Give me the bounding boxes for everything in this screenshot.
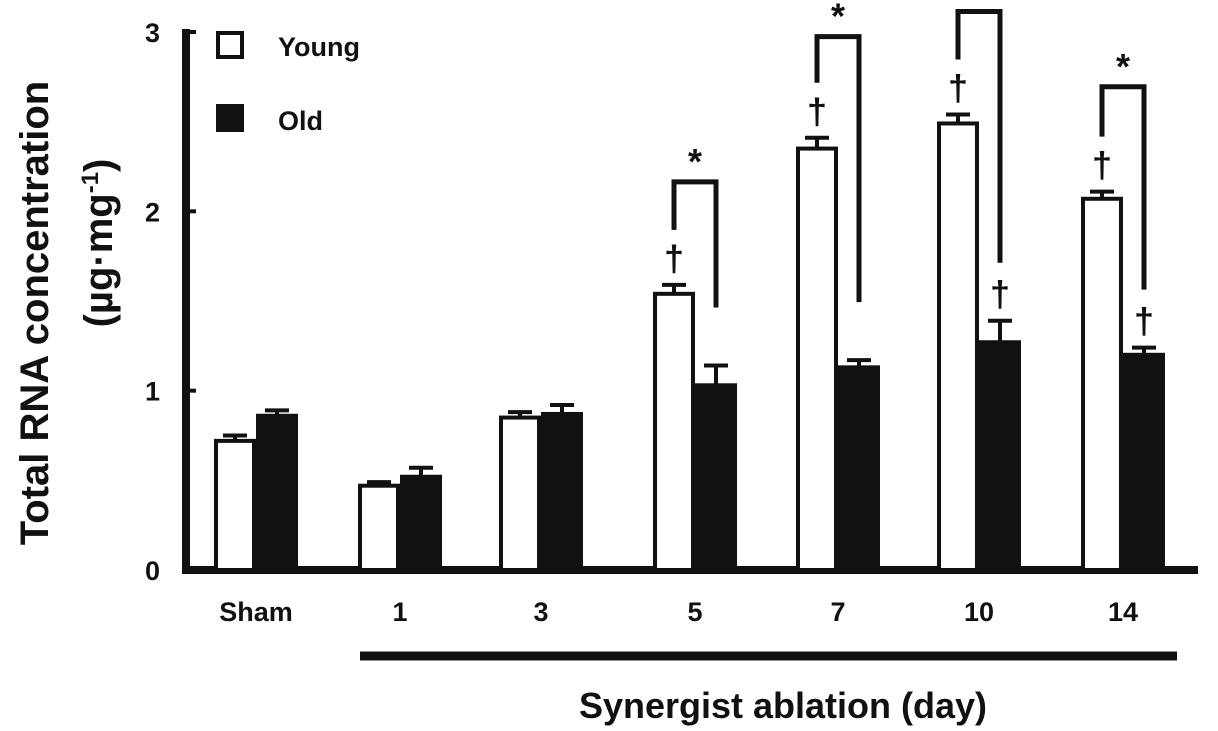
dagger-mark: † <box>990 274 1010 315</box>
legend-label-young: Young <box>278 32 360 62</box>
bar-old-5 <box>695 383 737 572</box>
bar-young-5 <box>653 291 695 572</box>
legend: Young Old <box>216 31 360 136</box>
y-axis-label: Total RNA concentration (µg·mg-1) <box>13 81 121 545</box>
significance-star: * <box>688 141 702 182</box>
dagger-mark: † <box>948 67 968 108</box>
x-tick-label: 7 <box>830 597 845 627</box>
bar-old-10 <box>979 340 1021 572</box>
x-tick-label: 5 <box>687 597 702 627</box>
dagger-mark: † <box>1134 301 1154 342</box>
x-tick-label: 1 <box>392 597 407 627</box>
significance-bracket <box>814 34 862 303</box>
y-axis-label-line1: Total RNA concentration <box>13 81 57 545</box>
bar-young-7 <box>796 146 838 572</box>
legend-label-old: Old <box>278 106 323 136</box>
dagger-mark: † <box>807 91 827 132</box>
y-axis-label-line2: (µg·mg-1) <box>77 159 121 328</box>
bar-old-1 <box>400 474 442 573</box>
bar-young-3 <box>499 415 541 573</box>
bar-old-3 <box>541 411 583 573</box>
x-tick-label: Sham <box>219 597 293 627</box>
x-tick-label: 10 <box>964 597 994 627</box>
y-tick-label: 3 <box>145 18 160 48</box>
significance-annotations: † † † † † † * * * <box>664 0 1154 342</box>
y-axis-unit: (µg·mg <box>77 193 121 327</box>
bar-old-sham <box>256 413 298 573</box>
x-axis-label: Synergist ablation (day) <box>579 685 987 726</box>
bar-young-1 <box>358 483 400 573</box>
significance-bracket <box>955 8 1003 263</box>
legend-swatch-young <box>216 31 244 59</box>
x-axis-group: Synergist ablation (day) <box>360 651 1177 726</box>
bar-old-7 <box>838 365 880 572</box>
x-tick-label: 3 <box>533 597 548 627</box>
significance-bracket <box>671 179 719 308</box>
y-axis-unit-exponent: -1 <box>77 172 104 193</box>
bar-young-14 <box>1081 196 1123 572</box>
y-tick-label: 1 <box>145 377 160 407</box>
dagger-mark: † <box>664 238 684 279</box>
x-tick-label: 14 <box>1108 597 1138 627</box>
y-tick-label: 2 <box>145 197 160 227</box>
bars <box>214 112 1165 573</box>
tick-labels: 0 1 2 3 Sham 1 3 5 7 10 14 <box>145 18 1138 627</box>
y-tick-label: 0 <box>145 556 160 586</box>
significance-star: * <box>1116 46 1130 87</box>
bar-young-10 <box>937 121 979 573</box>
dagger-mark: † <box>1092 145 1112 186</box>
legend-swatch-old <box>216 104 244 132</box>
bar-young-sham <box>214 438 256 572</box>
significance-star: * <box>831 0 845 37</box>
bar-old-14 <box>1123 352 1165 572</box>
significance-bracket <box>1099 84 1147 290</box>
y-axis-unit-close: ) <box>77 159 121 172</box>
